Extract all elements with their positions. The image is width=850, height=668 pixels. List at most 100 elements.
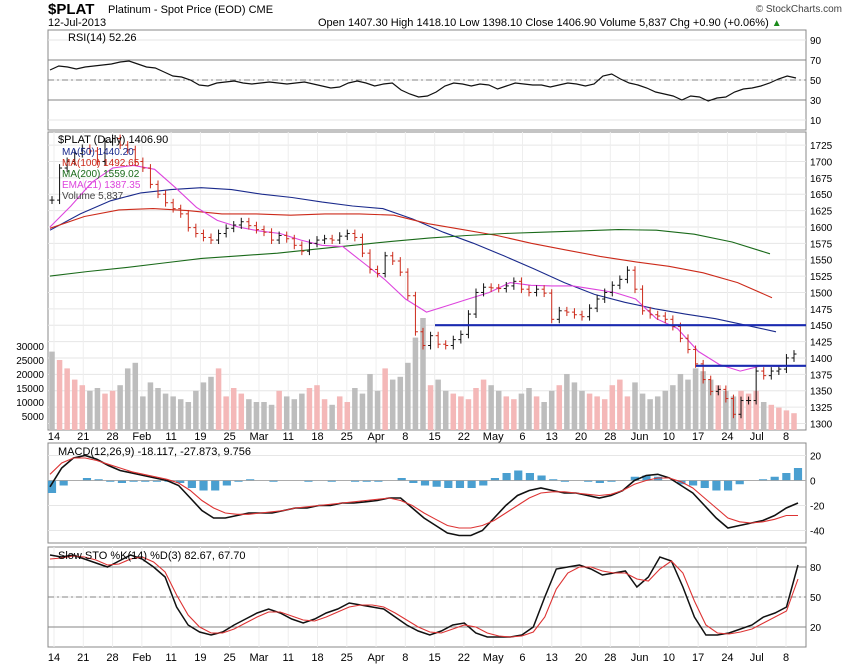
macd-histogram-bar — [94, 479, 103, 481]
macd-histogram-bar — [222, 480, 231, 486]
volume-bar — [518, 393, 525, 430]
volume-bar — [124, 368, 131, 430]
volume-tick-10000: 10000 — [16, 398, 44, 409]
macd-panel — [47, 442, 807, 544]
volume-bar — [473, 388, 479, 430]
x-tick-label: 20 — [575, 652, 587, 664]
volume-bar — [132, 362, 139, 430]
macd-histogram-bar — [362, 480, 371, 482]
x-tick-label: 25 — [224, 431, 236, 443]
macd-histogram-bar — [537, 475, 546, 481]
macd-histogram-bar — [549, 479, 558, 481]
volume-bar — [594, 396, 600, 430]
macd-histogram-bar — [479, 480, 488, 486]
x-tick-label: 11 — [165, 652, 176, 664]
macd-histogram-bar — [607, 480, 616, 482]
price-tick-1525-label: 1525 — [810, 272, 833, 283]
volume-bar — [314, 385, 320, 430]
volume-bar — [420, 318, 426, 430]
sto-tick-80-label: 80 — [810, 563, 822, 574]
volume-bar — [140, 396, 146, 430]
volume-bar — [632, 382, 638, 430]
sto-tick-20-label: 20 — [810, 623, 822, 634]
volume-bar — [670, 385, 676, 430]
volume-bar — [389, 379, 396, 430]
x-tick-label: 11 — [283, 431, 294, 443]
sto-d-line — [49, 555, 799, 638]
macd-histogram-bar — [304, 480, 313, 482]
volume-bar — [162, 393, 169, 430]
line-ma100 — [49, 208, 773, 299]
volume-bar — [533, 396, 540, 430]
volume-bar — [329, 404, 335, 430]
volume-bar — [707, 379, 714, 430]
volume-bar — [791, 413, 797, 430]
volume-bar — [639, 393, 646, 430]
volume-bar — [170, 396, 176, 430]
macd-histogram-bar — [327, 480, 336, 482]
macd-tick-0-label: 0 — [810, 477, 816, 488]
price-tick-1300-label: 1300 — [810, 419, 833, 430]
x-tick-label: 15 — [429, 431, 441, 443]
volume-bar — [261, 402, 267, 430]
macd-histogram-bar — [246, 479, 255, 481]
x-tick-label: 19 — [194, 431, 206, 443]
price-title: $PLAT (Daily) 1406.90 — [58, 134, 168, 146]
volume-bar — [647, 399, 653, 430]
macd-histogram-bar — [689, 480, 698, 486]
volume-bar — [352, 388, 358, 430]
rsi-title: RSI(14) 52.26 — [68, 32, 136, 44]
x-tick-label: 25 — [341, 431, 353, 443]
macd-histogram-bar — [793, 468, 803, 481]
macd-histogram-bar — [654, 476, 663, 481]
rsi-tick-70-label: 70 — [810, 56, 822, 67]
ticker-symbol: $PLAT — [48, 1, 95, 18]
x-tick-label: 8 — [783, 652, 789, 664]
x-tick-label: 28 — [106, 431, 118, 443]
price-tick-1400-label: 1400 — [810, 354, 833, 365]
macd-histogram-bar — [560, 480, 569, 482]
label-layer: 9070503010172517001675165016251600157515… — [16, 36, 832, 664]
macd-histogram-bar — [420, 480, 430, 486]
x-tick-label: 13 — [546, 652, 558, 664]
price-tick-1325-label: 1325 — [810, 403, 833, 414]
x-tick-label: 8 — [783, 431, 789, 443]
volume-bar — [200, 382, 207, 430]
volume-bar — [760, 402, 767, 430]
macd-histogram-bar — [234, 480, 243, 482]
macd-histogram-bar — [129, 480, 138, 482]
x-tick-label: 8 — [402, 431, 408, 443]
rsi-tick-50-label: 50 — [810, 76, 822, 87]
volume-bar — [776, 407, 782, 430]
x-tick-label: 19 — [194, 652, 206, 664]
volume-bar — [571, 382, 578, 430]
volume-bar — [102, 393, 108, 430]
x-tick-label: Jun — [631, 431, 649, 443]
volume-bar — [511, 399, 517, 430]
x-tick-label: 6 — [519, 431, 525, 443]
price-panel — [47, 131, 807, 431]
volume-bar — [367, 374, 373, 430]
volume-bar — [405, 362, 411, 430]
volume-bar — [480, 379, 487, 430]
volume-tick-30000: 30000 — [16, 342, 44, 353]
x-tick-label: Mar — [249, 652, 268, 664]
macd-histogram-bar — [269, 480, 278, 482]
volume-bar — [56, 360, 63, 430]
x-tick-label: 11 — [165, 431, 176, 443]
volume-bar — [412, 337, 419, 430]
macd-histogram-bar — [467, 480, 476, 488]
volume-bar — [495, 390, 502, 430]
macd-histogram-bar — [595, 480, 604, 483]
volume-bar — [359, 393, 366, 430]
macd-histogram-bar — [630, 476, 639, 481]
volume-bar — [382, 368, 388, 430]
rsi-tick-10-label: 10 — [810, 116, 822, 127]
volume-bar — [344, 402, 351, 430]
x-tick-label: Mar — [249, 431, 268, 443]
volume-bar — [374, 390, 381, 430]
volume-bar — [71, 379, 78, 430]
x-tick-label: 6 — [519, 652, 525, 664]
volume-bar — [223, 396, 229, 430]
